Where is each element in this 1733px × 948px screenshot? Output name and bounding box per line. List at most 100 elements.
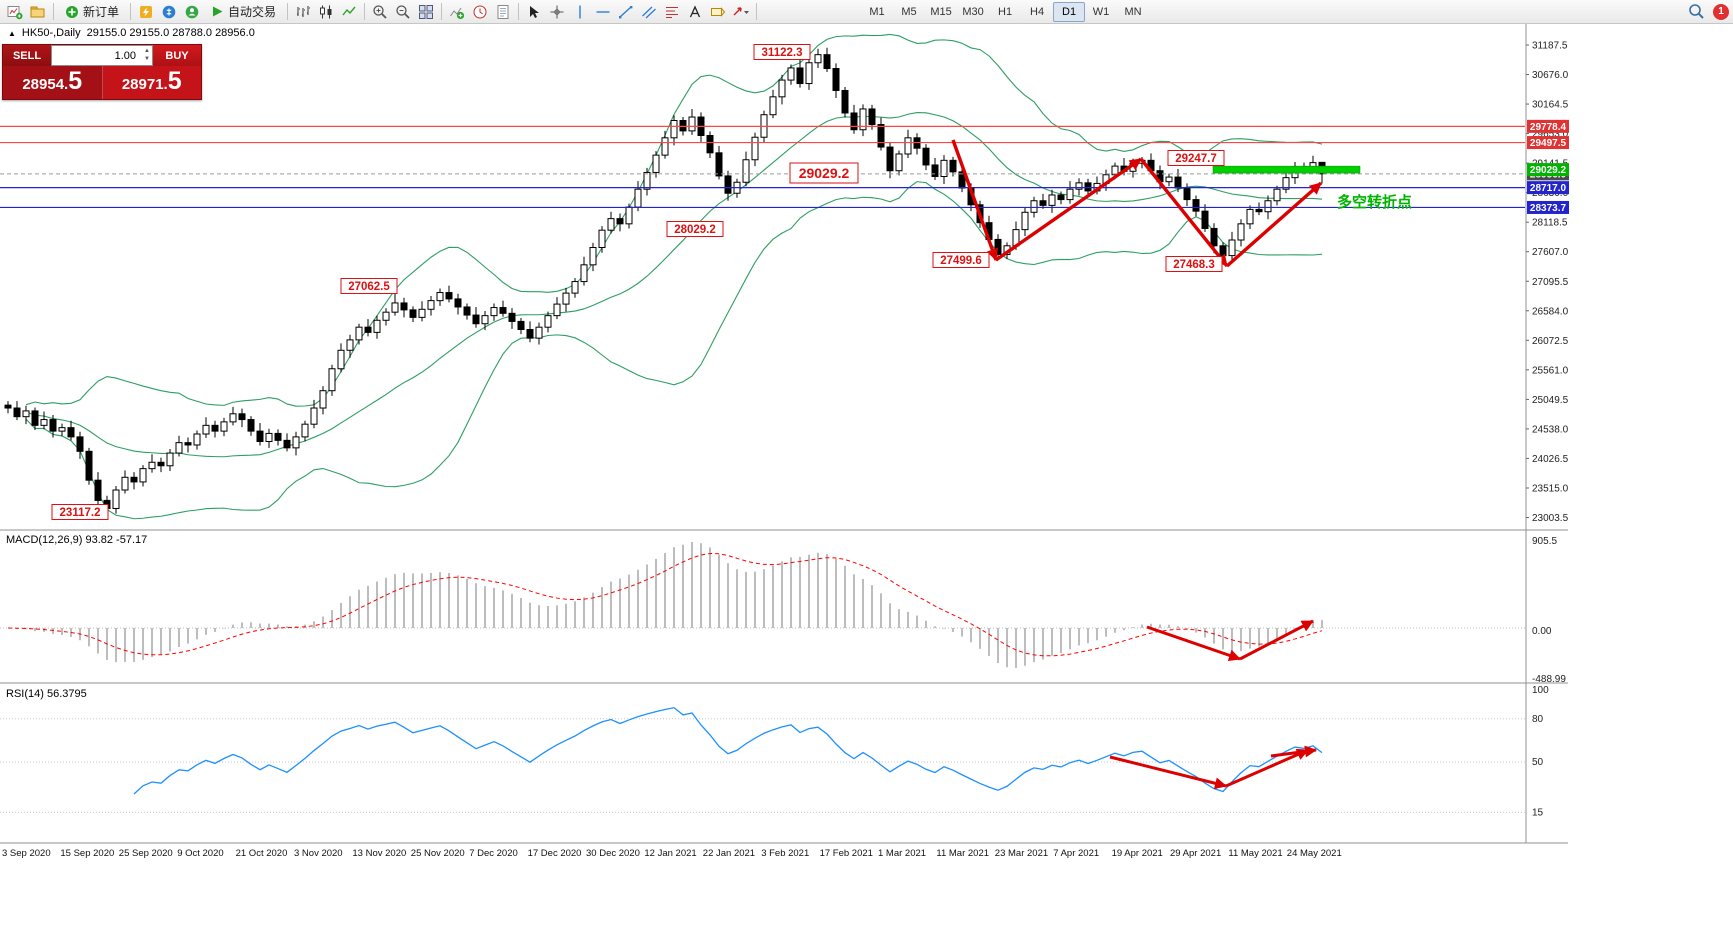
notification-badge[interactable]: 1 [1713,3,1729,20]
market-icon[interactable] [158,2,180,22]
candle [1255,208,1263,213]
candle [364,326,372,333]
timeframe-button-m5[interactable]: M5 [901,5,917,18]
text-tool-icon[interactable] [684,2,706,22]
trend-arrow [951,139,998,261]
main-chart-area[interactable] [0,24,1525,530]
candle [328,368,336,392]
indicators-icon[interactable] [446,2,468,22]
green-zone-line[interactable] [1212,165,1361,174]
candle [94,479,102,501]
autotrading-button[interactable]: 自动交易 [204,2,283,22]
buy-button[interactable]: BUY [153,45,201,66]
bar-chart-icon[interactable] [292,2,314,22]
new-chart-icon[interactable] [4,2,26,22]
sell-price-main: 28954. [22,76,69,93]
timeframe-button-m1[interactable]: M1 [869,5,885,18]
horizontal-level-lines[interactable] [0,125,1525,209]
axis-price-chip [1527,119,1569,133]
arrows-tool-icon[interactable] [730,2,752,22]
cursor-icon[interactable] [523,2,545,22]
trendline-icon[interactable] [615,2,637,22]
zoom-out-icon[interactable] [392,2,414,22]
sell-price[interactable]: 28954. 5 [3,66,103,99]
expert-advisors-icon[interactable] [135,2,157,22]
price-callout-labels[interactable]: 31122.3 29029.2 28029.2 27062.5 23117.2 27499… [51,44,1225,520]
play-icon [213,6,223,17]
candle [751,136,759,161]
candle [832,68,840,91]
sell-button[interactable]: SELL [3,45,51,66]
volume-input[interactable]: 1.00 ▲ ▼ [51,45,153,66]
templates-icon[interactable] [492,2,514,22]
candle [1111,165,1119,176]
svg-text:29778.4: 29778.4 [1530,122,1567,133]
macd-arrow[interactable] [1239,619,1314,661]
volume-spinner[interactable]: ▲ ▼ [144,47,150,63]
candle [1273,188,1281,202]
svg-text:23117.2: 23117.2 [60,507,101,519]
label-tool-icon[interactable] [707,2,729,22]
chart-expand-icon[interactable]: ▲ [8,28,16,38]
timeframe-button-d1[interactable]: D1 [1053,1,1086,22]
zoom-in-icon[interactable] [369,2,391,22]
buy-price-pip: 5 [167,67,182,95]
line-chart-icon[interactable] [338,2,360,22]
timeframe-button-m15[interactable]: M15 [930,5,952,18]
trend-arrow [1139,157,1229,268]
candle [409,309,417,318]
new-order-label: 新订单 [83,5,120,19]
channel-icon[interactable] [638,2,660,22]
candle [1066,188,1074,201]
toolbar-separator [364,3,366,20]
candle [31,410,39,426]
candlestick-chart-icon[interactable] [315,2,337,22]
rsi-arrow[interactable] [1109,755,1227,790]
candle [1084,182,1092,192]
trend-arrow [1225,181,1323,268]
svg-text:11 May 2021: 11 May 2021 [1228,848,1282,859]
bollinger-bands [25,33,1323,520]
candle [688,116,696,132]
candle [607,218,615,231]
candle [841,89,849,114]
profiles-icon[interactable] [27,2,49,22]
trend-arrows[interactable] [951,139,1323,268]
svg-text:19 Apr 2021: 19 Apr 2021 [1112,848,1163,859]
candle [949,159,957,173]
periods-icon[interactable] [469,2,491,22]
horizontal-line-icon[interactable] [592,2,614,22]
spinner-down-icon[interactable]: ▼ [144,56,150,62]
candle [535,326,543,339]
search-icon[interactable] [1685,2,1707,22]
candle [580,264,588,283]
timeframe-button-m30[interactable]: M30 [962,5,984,18]
price-scale[interactable]: 31187.530676.030164.529653.029141.528630… [1525,24,1569,843]
svg-text:0.00: 0.00 [1532,626,1552,637]
macd-panel: 905.5 0.00 -488.99 [0,536,1566,685]
timeframe-button-h4[interactable]: H4 [1030,5,1045,18]
rsi-arrow[interactable] [1225,748,1309,788]
axis-price-chip [1527,163,1569,177]
macd-chart-area[interactable] [0,530,1525,683]
rsi-arrow[interactable] [1270,745,1317,758]
spinner-up-icon[interactable]: ▲ [144,48,150,54]
timeframe-button-h1[interactable]: H1 [998,5,1013,18]
time-scale[interactable]: 3 Sep 2020 15 Sep 2020 25 Sep 2020 9 Oct 20… [2,848,1342,859]
timeframe-button-w1[interactable]: W1 [1092,5,1110,18]
crosshair-icon[interactable] [546,2,568,22]
timeframe-button-mn[interactable]: MN [1124,5,1142,18]
candle [355,326,363,341]
macd-arrow[interactable] [1146,625,1241,662]
svg-text:21 Oct 2020: 21 Oct 2020 [236,848,288,859]
fibonacci-icon[interactable] [661,2,683,22]
new-order-button[interactable]: 新订单 [58,2,126,22]
rsi-chart-area[interactable] [0,683,1525,843]
candle [1039,200,1047,206]
buy-price[interactable]: 28971. 5 [102,66,201,99]
tile-windows-icon[interactable] [415,2,437,22]
community-icon[interactable] [181,2,203,22]
vertical-line-icon[interactable] [569,2,591,22]
candle [4,404,12,409]
